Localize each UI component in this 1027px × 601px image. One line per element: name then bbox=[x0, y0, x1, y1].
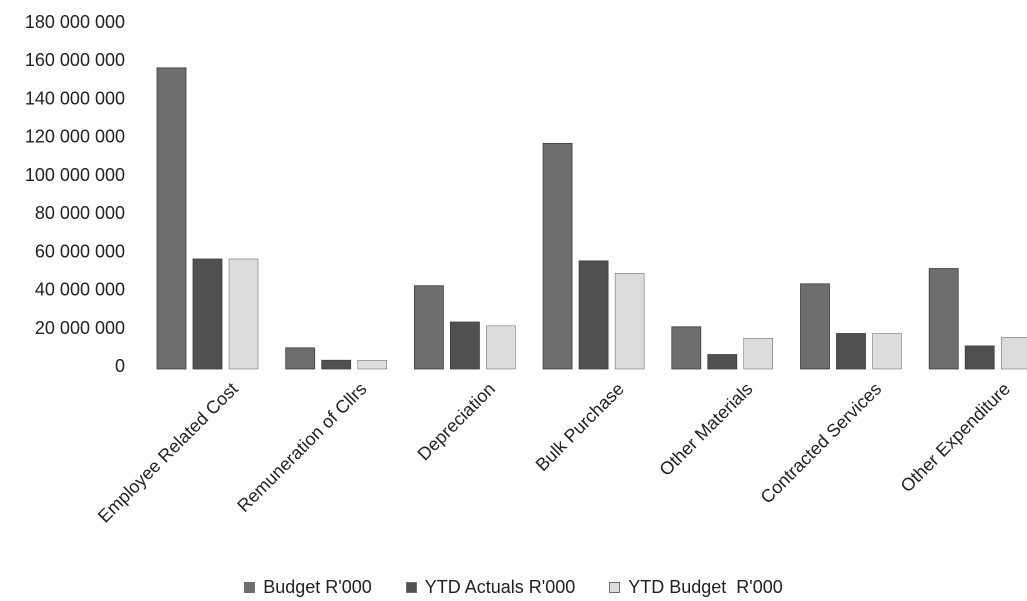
x-tick-label: Contracted Services bbox=[757, 379, 886, 508]
y-axis: 0 20 000 000 40 000 000 60 000 000 80 000 00… bbox=[25, 12, 125, 376]
y-tick-label: 60 000 000 bbox=[35, 241, 125, 261]
bar bbox=[486, 325, 516, 370]
y-tick-label: 160 000 000 bbox=[25, 50, 125, 70]
bar bbox=[156, 67, 187, 370]
x-tick-label: Bulk Purchase bbox=[532, 379, 628, 475]
bar bbox=[413, 285, 444, 370]
y-tick-label: 80 000 000 bbox=[35, 203, 125, 223]
y-tick-label: 120 000 000 bbox=[25, 127, 125, 147]
bar bbox=[228, 258, 259, 370]
bar bbox=[836, 333, 866, 370]
bar bbox=[671, 326, 702, 370]
legend: Budget R'000 YTD Actuals R'000 YTD Budget … bbox=[0, 574, 1027, 600]
bar bbox=[578, 260, 609, 370]
legend-label: YTD Actuals R'000 bbox=[424, 576, 576, 597]
y-tick-label: 140 000 000 bbox=[25, 88, 125, 108]
legend-swatch bbox=[244, 581, 256, 593]
x-tick-label: Remuneration of Cllrs bbox=[233, 379, 370, 516]
legend-item: Budget R'000 bbox=[244, 577, 372, 598]
x-tick-label: Employee Related Cost bbox=[94, 379, 242, 527]
bar bbox=[321, 359, 352, 370]
bar bbox=[928, 268, 959, 370]
x-tick-label: Depreciation bbox=[414, 379, 500, 465]
bar bbox=[449, 321, 480, 370]
bar bbox=[614, 273, 645, 370]
y-tick-label: 100 000 000 bbox=[25, 165, 125, 185]
bar bbox=[872, 333, 902, 370]
x-tick-label: Other Expenditure bbox=[897, 379, 1014, 496]
bar bbox=[964, 345, 995, 370]
bar bbox=[357, 360, 387, 370]
bar bbox=[743, 338, 773, 370]
bar bbox=[192, 258, 223, 370]
bar bbox=[285, 347, 316, 370]
x-tick-label: Other Materials bbox=[655, 379, 756, 480]
legend-label: Budget R'000 bbox=[263, 576, 372, 597]
legend-swatch bbox=[609, 581, 621, 593]
bar bbox=[707, 354, 738, 370]
legend-label: YTD Budget R'000 bbox=[628, 576, 783, 597]
y-tick-label: 40 000 000 bbox=[35, 280, 125, 300]
y-tick-label: 180 000 000 bbox=[25, 12, 125, 32]
bar bbox=[1001, 337, 1027, 370]
bar bbox=[800, 283, 830, 370]
bar bbox=[542, 142, 573, 370]
legend-swatch bbox=[405, 581, 417, 593]
legend-item: YTD Actuals R'000 bbox=[405, 576, 576, 598]
bars bbox=[156, 67, 1027, 370]
y-tick-label: 0 bbox=[115, 356, 125, 376]
y-tick-label: 20 000 000 bbox=[35, 318, 125, 338]
legend-item: YTD Budget R'000 bbox=[609, 577, 783, 598]
